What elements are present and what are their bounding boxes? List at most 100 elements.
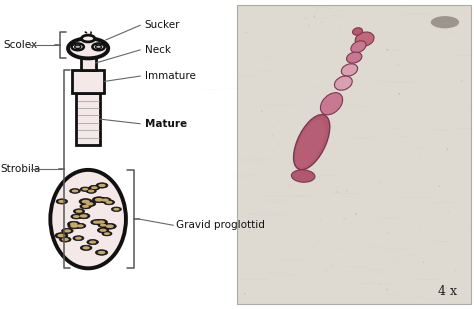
Ellipse shape xyxy=(320,93,343,115)
Ellipse shape xyxy=(261,110,263,112)
Ellipse shape xyxy=(50,170,126,268)
Ellipse shape xyxy=(91,220,102,225)
Ellipse shape xyxy=(386,289,387,290)
Ellipse shape xyxy=(68,221,80,227)
Ellipse shape xyxy=(98,223,108,227)
Ellipse shape xyxy=(86,189,96,193)
Ellipse shape xyxy=(75,45,81,49)
Ellipse shape xyxy=(55,233,68,239)
Text: Scolex: Scolex xyxy=(3,40,37,50)
Ellipse shape xyxy=(315,248,316,249)
Ellipse shape xyxy=(96,183,108,188)
Ellipse shape xyxy=(59,237,71,242)
Ellipse shape xyxy=(308,24,310,26)
Ellipse shape xyxy=(445,287,447,289)
Ellipse shape xyxy=(62,228,73,234)
Ellipse shape xyxy=(82,35,95,42)
Ellipse shape xyxy=(101,198,109,202)
Ellipse shape xyxy=(420,156,421,157)
Ellipse shape xyxy=(104,232,110,235)
Ellipse shape xyxy=(77,224,84,227)
Ellipse shape xyxy=(74,223,86,228)
Ellipse shape xyxy=(447,149,448,150)
Ellipse shape xyxy=(62,238,69,241)
Text: Sucker: Sucker xyxy=(145,20,180,30)
Ellipse shape xyxy=(387,232,389,233)
Ellipse shape xyxy=(343,218,345,220)
Ellipse shape xyxy=(335,76,352,90)
Text: Gravid proglottid: Gravid proglottid xyxy=(175,220,264,230)
Ellipse shape xyxy=(319,219,321,220)
Ellipse shape xyxy=(379,181,381,183)
Ellipse shape xyxy=(56,199,68,204)
Ellipse shape xyxy=(68,223,81,229)
Ellipse shape xyxy=(402,91,403,92)
Ellipse shape xyxy=(82,200,90,203)
Ellipse shape xyxy=(346,52,362,63)
Ellipse shape xyxy=(353,28,363,35)
Ellipse shape xyxy=(71,214,82,219)
Ellipse shape xyxy=(77,213,90,219)
Ellipse shape xyxy=(431,16,459,28)
Ellipse shape xyxy=(364,48,365,49)
Ellipse shape xyxy=(89,240,96,244)
Ellipse shape xyxy=(419,229,420,230)
Ellipse shape xyxy=(72,44,84,50)
Ellipse shape xyxy=(73,215,80,218)
Ellipse shape xyxy=(292,170,315,182)
Ellipse shape xyxy=(346,190,347,192)
Ellipse shape xyxy=(102,231,112,236)
Ellipse shape xyxy=(305,18,306,19)
Ellipse shape xyxy=(70,224,78,228)
Ellipse shape xyxy=(98,184,106,187)
Polygon shape xyxy=(72,70,104,93)
Ellipse shape xyxy=(313,16,315,17)
Ellipse shape xyxy=(322,67,323,68)
Ellipse shape xyxy=(336,191,337,193)
Ellipse shape xyxy=(111,207,121,211)
Ellipse shape xyxy=(75,210,82,213)
Ellipse shape xyxy=(80,214,88,218)
Ellipse shape xyxy=(95,45,101,49)
Ellipse shape xyxy=(106,201,112,204)
Ellipse shape xyxy=(98,251,105,254)
Ellipse shape xyxy=(295,120,325,167)
Ellipse shape xyxy=(293,115,330,170)
Text: Neck: Neck xyxy=(145,45,171,55)
Ellipse shape xyxy=(97,228,109,233)
Ellipse shape xyxy=(272,135,273,137)
Text: Mature: Mature xyxy=(145,119,187,129)
Ellipse shape xyxy=(289,185,291,187)
Ellipse shape xyxy=(80,187,90,192)
Ellipse shape xyxy=(389,182,390,183)
Ellipse shape xyxy=(99,197,111,203)
Ellipse shape xyxy=(73,209,85,214)
Ellipse shape xyxy=(398,93,400,95)
Ellipse shape xyxy=(80,204,91,209)
Ellipse shape xyxy=(448,211,449,212)
Ellipse shape xyxy=(73,236,84,241)
Ellipse shape xyxy=(346,117,347,118)
Ellipse shape xyxy=(92,197,106,203)
Ellipse shape xyxy=(95,198,103,201)
Ellipse shape xyxy=(100,224,106,226)
Ellipse shape xyxy=(95,219,107,225)
Ellipse shape xyxy=(333,106,335,108)
Ellipse shape xyxy=(100,229,107,232)
Ellipse shape xyxy=(317,9,318,10)
Ellipse shape xyxy=(113,208,119,211)
Ellipse shape xyxy=(103,223,116,229)
Text: Strobila: Strobila xyxy=(0,164,41,174)
Polygon shape xyxy=(76,93,100,145)
Polygon shape xyxy=(81,56,96,70)
Ellipse shape xyxy=(82,188,88,191)
Ellipse shape xyxy=(68,38,108,58)
Text: Immature: Immature xyxy=(145,71,196,81)
Ellipse shape xyxy=(88,189,94,193)
Ellipse shape xyxy=(461,81,463,82)
Ellipse shape xyxy=(246,32,247,33)
Ellipse shape xyxy=(355,213,357,215)
Ellipse shape xyxy=(331,265,333,266)
Ellipse shape xyxy=(95,250,108,255)
Polygon shape xyxy=(237,5,471,304)
